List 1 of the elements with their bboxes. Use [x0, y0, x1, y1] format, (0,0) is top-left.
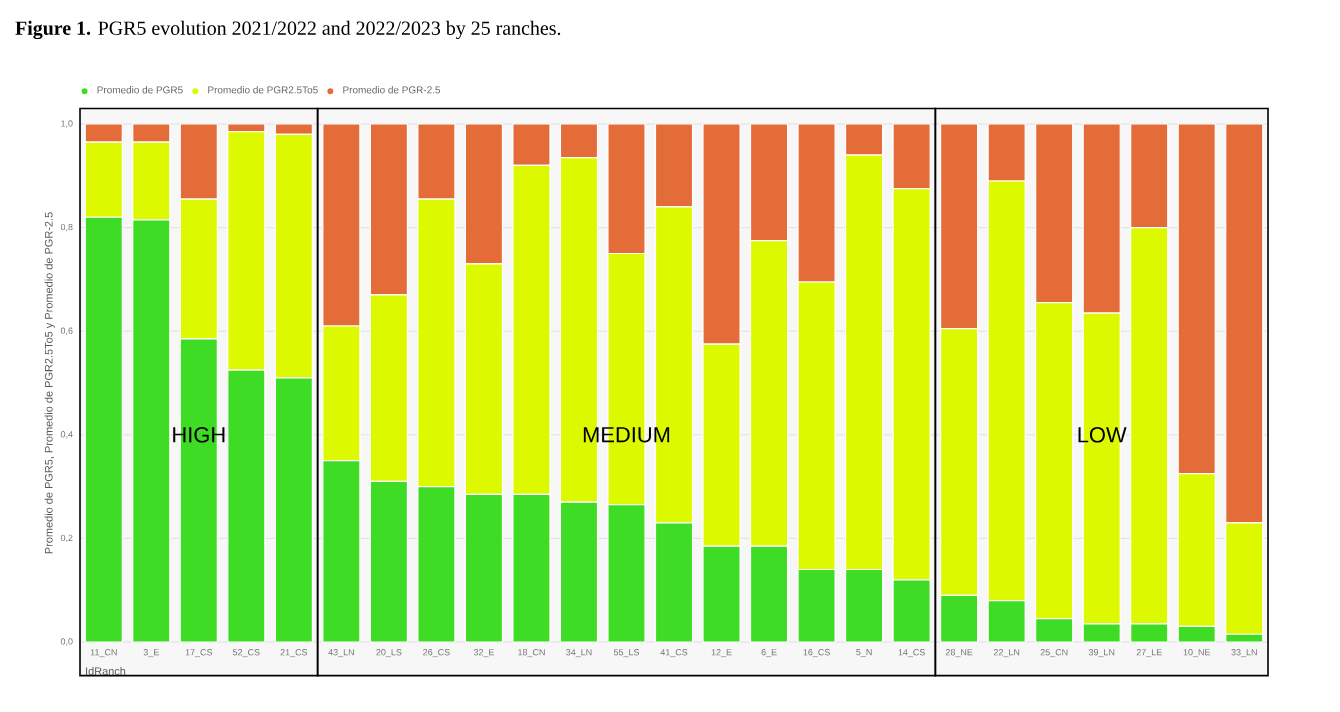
chart-title: Figure 1. PGR5 evolution 2021/2022 and 2022/2023 by 25 ranches.: [15, 20, 561, 40]
